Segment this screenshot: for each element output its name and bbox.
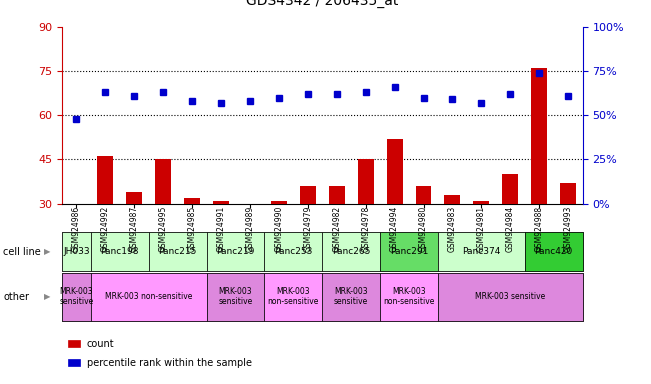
Bar <box>329 186 344 204</box>
Text: MRK-003
sensitive: MRK-003 sensitive <box>59 287 94 306</box>
Text: Panc291: Panc291 <box>390 247 428 256</box>
Text: ▶: ▶ <box>44 292 51 301</box>
Text: Panc215: Panc215 <box>158 247 197 256</box>
Text: GSM924991: GSM924991 <box>217 205 225 252</box>
Text: Panc198: Panc198 <box>100 247 139 256</box>
Bar <box>155 159 171 204</box>
Text: GSM924989: GSM924989 <box>245 205 255 252</box>
Text: GSM924993: GSM924993 <box>564 205 573 252</box>
Text: percentile rank within the sample: percentile rank within the sample <box>87 358 251 368</box>
Text: GSM924983: GSM924983 <box>448 205 457 252</box>
Text: GDS4342 / 206435_at: GDS4342 / 206435_at <box>246 0 398 8</box>
Bar <box>271 200 287 204</box>
Text: JH033: JH033 <box>63 247 90 256</box>
Bar <box>387 139 402 204</box>
Text: MRK-003 sensitive: MRK-003 sensitive <box>475 292 546 301</box>
Text: GSM924988: GSM924988 <box>534 205 544 252</box>
Text: cell line: cell line <box>3 247 41 257</box>
Text: count: count <box>87 339 114 349</box>
Bar <box>300 186 316 204</box>
Text: GSM924980: GSM924980 <box>419 205 428 252</box>
Text: GSM924995: GSM924995 <box>159 205 167 252</box>
Bar <box>445 195 460 204</box>
Text: GSM924990: GSM924990 <box>274 205 283 252</box>
Text: GSM924994: GSM924994 <box>390 205 399 252</box>
Bar <box>531 68 547 204</box>
Bar <box>97 156 113 204</box>
Text: GSM924986: GSM924986 <box>72 205 81 252</box>
Text: GSM924978: GSM924978 <box>361 205 370 252</box>
Text: Panc219: Panc219 <box>216 247 255 256</box>
Text: GSM924979: GSM924979 <box>303 205 312 252</box>
Text: MRK-003
non-sensitive: MRK-003 non-sensitive <box>383 287 435 306</box>
Bar <box>561 183 576 204</box>
Text: GSM924985: GSM924985 <box>187 205 197 252</box>
Text: other: other <box>3 291 29 302</box>
Bar <box>357 159 374 204</box>
Text: GSM924982: GSM924982 <box>332 205 341 252</box>
Text: Panc374: Panc374 <box>462 247 501 256</box>
Text: GSM924987: GSM924987 <box>130 205 139 252</box>
Text: ▶: ▶ <box>44 247 51 256</box>
Bar <box>503 174 518 204</box>
Bar <box>184 198 200 204</box>
Bar <box>213 200 229 204</box>
Text: MRK-003
sensitive: MRK-003 sensitive <box>334 287 368 306</box>
Text: Panc253: Panc253 <box>274 247 312 256</box>
Bar <box>126 192 142 204</box>
Text: MRK-003 non-sensitive: MRK-003 non-sensitive <box>105 292 192 301</box>
Bar <box>415 186 432 204</box>
Text: MRK-003
non-sensitive: MRK-003 non-sensitive <box>268 287 319 306</box>
Text: GSM924981: GSM924981 <box>477 205 486 252</box>
Text: Panc420: Panc420 <box>534 247 573 256</box>
Text: Panc265: Panc265 <box>332 247 370 256</box>
Text: GSM924992: GSM924992 <box>101 205 110 252</box>
Bar <box>473 200 490 204</box>
Text: MRK-003
sensitive: MRK-003 sensitive <box>218 287 253 306</box>
Text: GSM924984: GSM924984 <box>506 205 515 252</box>
